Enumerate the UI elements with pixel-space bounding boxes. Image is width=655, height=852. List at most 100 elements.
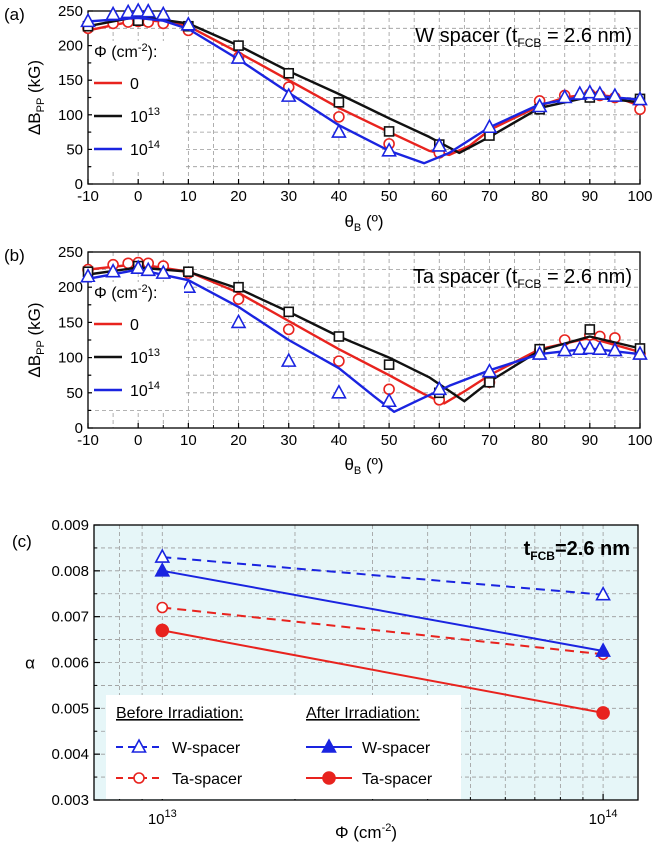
data-point	[571, 85, 588, 100]
panel-label: (a)	[4, 5, 25, 24]
x-tick-label: 60	[431, 188, 448, 205]
data-point	[154, 562, 171, 577]
y-tick-label: 100	[58, 350, 83, 367]
series-2	[80, 259, 648, 413]
data-point	[333, 355, 345, 367]
x-tick-label: 90	[581, 432, 598, 449]
data-point	[381, 392, 397, 408]
data-point	[632, 345, 648, 360]
data-point	[120, 3, 136, 19]
data-point	[155, 264, 172, 279]
data-point	[333, 97, 345, 108]
panel-c: 0.003 0.004 0.005 0.006 0.007 0.008 0.009 1013 1…	[12, 517, 639, 842]
legend-bg	[106, 695, 461, 799]
data-point	[105, 5, 121, 21]
data-point	[183, 266, 194, 278]
data-point	[282, 323, 295, 336]
x-tick-label: 30	[280, 432, 297, 449]
legend-marker	[322, 771, 336, 785]
x-axis-label: θB (º)	[344, 455, 383, 477]
legend-entry: W-spacer	[362, 740, 431, 757]
x-tick-label: 0	[134, 188, 142, 205]
legend-bg	[92, 41, 184, 169]
legend-marker	[133, 772, 145, 784]
x-tick-label: 20	[230, 432, 247, 449]
x-tick-label: 80	[531, 432, 548, 449]
data-point	[155, 623, 170, 638]
series-line	[162, 556, 604, 596]
x-tick-label: -10	[77, 432, 99, 449]
legend-entry: 1013	[130, 347, 160, 367]
data-point	[595, 585, 611, 601]
y-tick-label: 250	[58, 3, 83, 20]
data-point	[431, 380, 448, 396]
y-tick-label: 0.006	[51, 655, 89, 672]
y-tick-label: 0.008	[51, 563, 89, 580]
data-point	[122, 257, 134, 270]
x-tick-label: -10	[77, 188, 99, 205]
data-point	[331, 123, 347, 138]
x-tick-label: 40	[331, 188, 348, 205]
panel-title: Ta spacer (tFCB = 2.6 nm)	[413, 266, 632, 291]
data-point	[531, 97, 548, 113]
data-point	[140, 261, 157, 277]
data-point	[333, 111, 345, 123]
legend: Φ (cm-2): 0 1013 1014	[92, 41, 184, 169]
legend-group-heading: Before Irradiation:	[116, 705, 243, 722]
x-tick-label: 0	[134, 432, 142, 449]
data-point	[556, 341, 573, 357]
data-point	[584, 324, 596, 335]
data-point	[140, 3, 157, 18]
series-line	[162, 569, 604, 652]
data-point	[156, 601, 169, 614]
y-tick-label: 100	[58, 107, 83, 124]
data-point	[180, 278, 197, 293]
x-tick-label: 80	[531, 188, 548, 205]
data-point	[180, 16, 197, 31]
y-tick-label: 0.005	[51, 700, 89, 717]
data-point	[230, 49, 247, 64]
legend-entry: 1014	[130, 380, 160, 400]
x-tick-label: 100	[627, 432, 652, 449]
y-tick-label: 0	[75, 176, 83, 193]
legend-entry: 1013	[130, 106, 160, 126]
series-2	[154, 562, 611, 657]
legend-title: Φ (cm-2):	[94, 283, 157, 302]
series-3	[155, 623, 610, 720]
data-point	[632, 90, 648, 106]
fit-line	[87, 16, 641, 165]
data-point	[592, 85, 608, 100]
x-tick-label: 70	[481, 432, 498, 449]
data-point	[80, 267, 96, 283]
x-tick-label: 90	[581, 188, 598, 205]
series-0	[154, 548, 611, 601]
x-tick-label: 10	[180, 188, 197, 205]
y-tick-label: 50	[66, 385, 83, 402]
data-point	[105, 263, 121, 278]
panel-label: (b)	[4, 246, 25, 265]
legend: Before Irradiation: W-spacer Ta-spacer Afte…	[106, 695, 461, 799]
data-point	[481, 118, 498, 134]
data-point	[154, 548, 171, 563]
y-tick-label: 200	[58, 38, 83, 55]
x-tick-label: 1014	[589, 808, 618, 828]
legend-entry: 1014	[130, 139, 160, 159]
data-point	[581, 83, 598, 99]
data-point	[607, 341, 623, 357]
x-tick-label: 20	[230, 188, 247, 205]
x-tick-label: 30	[280, 188, 297, 205]
data-point	[331, 384, 347, 399]
data-point	[283, 67, 295, 79]
data-point	[581, 339, 598, 355]
data-point	[130, 259, 147, 274]
panel-label: (c)	[12, 532, 32, 551]
data-point	[595, 642, 611, 657]
data-point	[484, 376, 495, 388]
x-tick-label: 40	[331, 432, 348, 449]
data-point	[280, 87, 297, 102]
data-point	[634, 103, 646, 116]
y-axis-label: ΔBPP (kG)	[25, 60, 47, 135]
data-point	[130, 2, 147, 17]
legend-entry: 0	[130, 317, 139, 334]
